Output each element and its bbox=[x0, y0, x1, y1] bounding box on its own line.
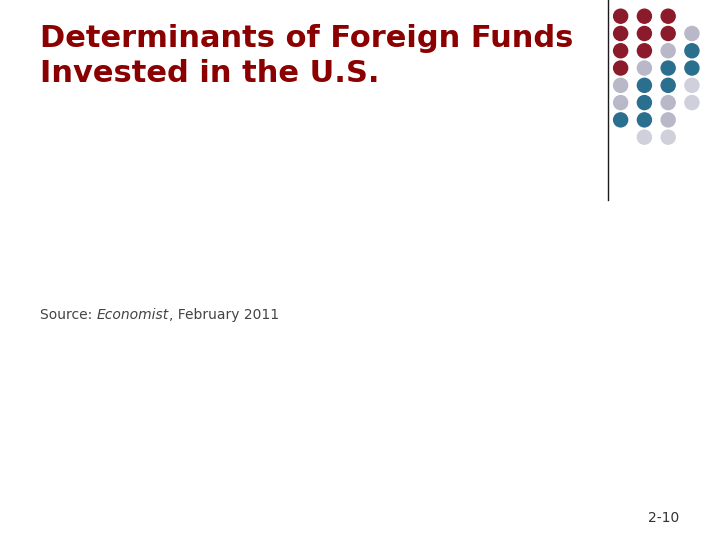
Ellipse shape bbox=[661, 96, 675, 110]
Ellipse shape bbox=[661, 113, 675, 127]
Ellipse shape bbox=[685, 96, 699, 110]
Text: , February 2011: , February 2011 bbox=[169, 308, 279, 322]
Text: Economist: Economist bbox=[97, 308, 169, 322]
Ellipse shape bbox=[661, 130, 675, 144]
Ellipse shape bbox=[613, 44, 628, 58]
Text: Determinants of Foreign Funds
Invested in the U.S.: Determinants of Foreign Funds Invested i… bbox=[40, 24, 574, 88]
Ellipse shape bbox=[661, 26, 675, 40]
Ellipse shape bbox=[637, 26, 652, 40]
Ellipse shape bbox=[637, 9, 652, 23]
Ellipse shape bbox=[613, 78, 628, 92]
Ellipse shape bbox=[613, 113, 628, 127]
Ellipse shape bbox=[637, 61, 652, 75]
Ellipse shape bbox=[661, 61, 675, 75]
Ellipse shape bbox=[637, 78, 652, 92]
Ellipse shape bbox=[637, 44, 652, 58]
Ellipse shape bbox=[613, 9, 628, 23]
Ellipse shape bbox=[685, 78, 699, 92]
Ellipse shape bbox=[637, 96, 652, 110]
Ellipse shape bbox=[637, 113, 652, 127]
Ellipse shape bbox=[685, 44, 699, 58]
Text: 2-10: 2-10 bbox=[649, 511, 680, 525]
Ellipse shape bbox=[613, 26, 628, 40]
Ellipse shape bbox=[613, 96, 628, 110]
Text: Source:: Source: bbox=[40, 308, 97, 322]
Ellipse shape bbox=[685, 61, 699, 75]
Ellipse shape bbox=[661, 44, 675, 58]
Ellipse shape bbox=[661, 9, 675, 23]
Ellipse shape bbox=[613, 61, 628, 75]
Ellipse shape bbox=[685, 26, 699, 40]
Ellipse shape bbox=[637, 130, 652, 144]
Ellipse shape bbox=[661, 78, 675, 92]
